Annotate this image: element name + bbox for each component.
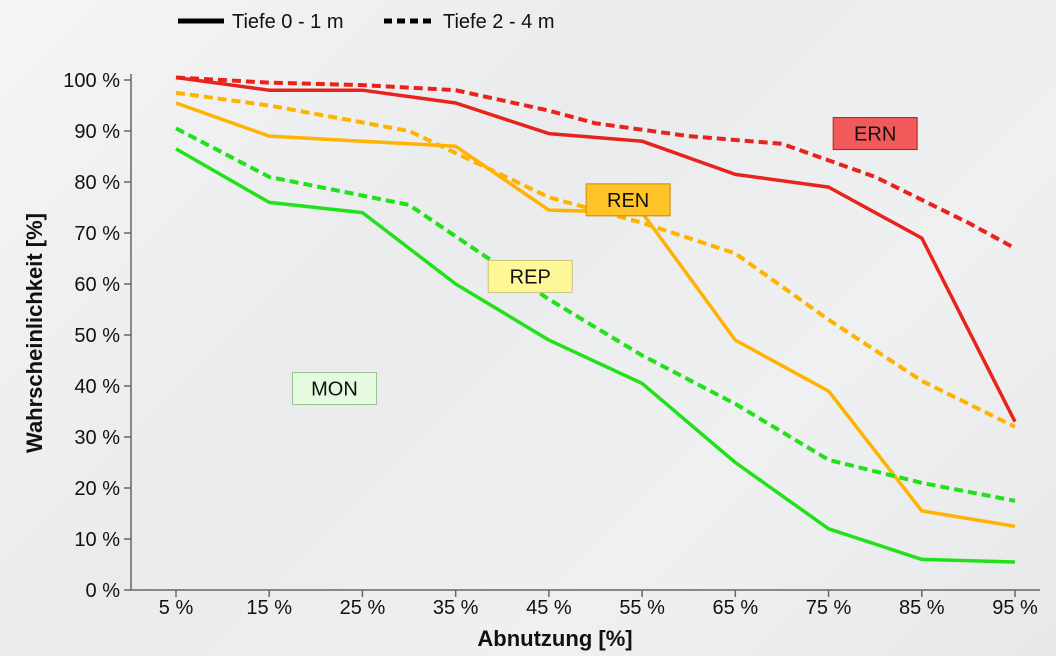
x-tick-label: 25 %: [340, 597, 386, 619]
x-tick-label: 5 %: [159, 597, 194, 619]
y-tick-label: 80 %: [74, 172, 120, 194]
legend-label-dashed: Tiefe 2 - 4 m: [443, 11, 555, 33]
y-tick-label: 70 %: [74, 223, 120, 245]
category-box-rep: REP: [487, 259, 573, 293]
category-box-mon: MON: [291, 372, 377, 406]
series-lines: [175, 75, 1017, 564]
axes: 0 % 10 % 20 % 30 % 40 % 50 % 60 % 70 % 80 % 90 % 1…: [63, 70, 1040, 619]
y-axis-title: Wahrscheinlichkeit [%]: [22, 213, 47, 453]
category-box-label: REN: [607, 190, 649, 212]
category-box-bg: [291, 372, 377, 406]
category-box-label: REP: [510, 266, 551, 288]
x-tick-label: 75 %: [806, 597, 852, 619]
legend: Tiefe 0 - 1 m Tiefe 2 - 4 m: [178, 11, 555, 33]
x-tick-label: 45 %: [526, 597, 572, 619]
y-tick-label: 90 %: [74, 121, 120, 143]
category-box-label: ERN: [854, 124, 896, 146]
x-tick-label: 65 %: [713, 597, 759, 619]
category-boxes: ERN REN REP MON: [291, 117, 918, 406]
y-ticks: 0 % 10 % 20 % 30 % 40 % 50 % 60 % 70 % 80 % 90 % 1…: [63, 70, 131, 602]
category-box-label: MON: [311, 379, 358, 401]
x-tick-label: 15 %: [246, 597, 292, 619]
series-line-ern-dashed: [175, 75, 1016, 251]
series-line-ren-solid: [175, 101, 1016, 529]
legend-label-solid: Tiefe 0 - 1 m: [232, 11, 344, 33]
series-line-mon-dashed: [175, 126, 1016, 503]
category-box-bg: [585, 183, 671, 217]
category-box-bg: [487, 259, 573, 293]
y-tick-label: 50 %: [74, 325, 120, 347]
y-tick-label: 100 %: [63, 70, 120, 92]
x-ticks: 5 % 15 % 25 % 35 % 45 % 55 % 65 % 75 % 85 % 95 %: [159, 590, 1038, 619]
category-box-ern: ERN: [832, 117, 918, 151]
x-tick-label: 55 %: [619, 597, 665, 619]
series-line-ren-dashed: [175, 90, 1016, 429]
series-line-mon-solid: [175, 147, 1016, 564]
x-tick-label: 95 %: [992, 597, 1038, 619]
y-tick-label: 30 %: [74, 427, 120, 449]
category-box-ren: REN: [585, 183, 671, 217]
x-tick-label: 85 %: [899, 597, 945, 619]
y-tick-label: 20 %: [74, 478, 120, 500]
y-tick-label: 40 %: [74, 376, 120, 398]
y-tick-label: 10 %: [74, 529, 120, 551]
x-tick-label: 35 %: [433, 597, 479, 619]
x-axis-title: Abnutzung [%]: [477, 626, 632, 651]
series-line-ern-solid: [175, 75, 1017, 423]
y-tick-label: 60 %: [74, 274, 120, 296]
y-tick-label: 0 %: [86, 580, 121, 602]
category-box-bg: [832, 117, 918, 151]
